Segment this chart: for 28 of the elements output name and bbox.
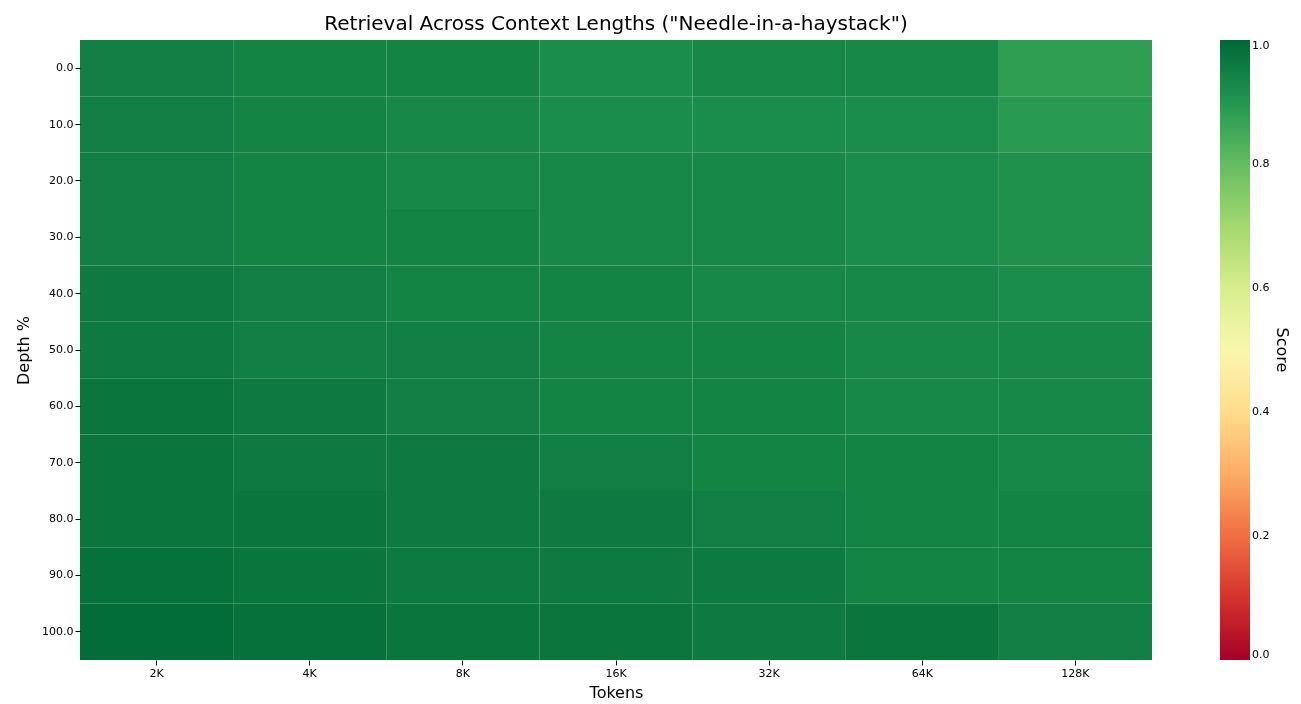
x-tick-label: 8K (455, 666, 471, 680)
x-axis-title: Tokens (588, 682, 644, 702)
y-axis-title: Depth % (14, 315, 34, 386)
color-bar-label: 0.8 (1252, 157, 1270, 170)
y-tick-label: 20.0 (49, 173, 74, 187)
y-tick-label: 80.0 (49, 512, 74, 526)
color-bar-label: 0.0 (1252, 648, 1270, 661)
y-tick-label: 40.0 (49, 286, 74, 300)
color-bar-label: 0.6 (1252, 281, 1270, 294)
x-tick-label: 16K (605, 666, 628, 680)
x-tick-label: 128K (1061, 666, 1091, 680)
y-tick-label: 10.0 (49, 117, 74, 131)
color-bar-label: 1.0 (1252, 39, 1270, 52)
x-tick-label: 64K (911, 666, 934, 680)
chart-title: Retrieval Across Context Lengths ("Needle-in-a-haystack") (324, 11, 908, 35)
x-tick-label: 32K (758, 666, 781, 680)
y-tick-label: 30.0 (49, 230, 74, 244)
y-tick-label: 0.0 (56, 61, 74, 75)
y-tick-label: 70.0 (49, 455, 74, 469)
color-bar-label: 0.2 (1252, 529, 1270, 542)
color-bar-label: 0.4 (1252, 405, 1270, 418)
x-tick-label: 4K (302, 666, 318, 680)
y-tick-label: 60.0 (49, 399, 74, 413)
y-tick-label: 100.0 (42, 624, 74, 638)
x-tick-label: 2K (149, 666, 165, 680)
y-tick-label: 90.0 (49, 568, 74, 582)
y-tick-label: 50.0 (49, 343, 74, 356)
color-bar-title: Score (1273, 327, 1292, 373)
